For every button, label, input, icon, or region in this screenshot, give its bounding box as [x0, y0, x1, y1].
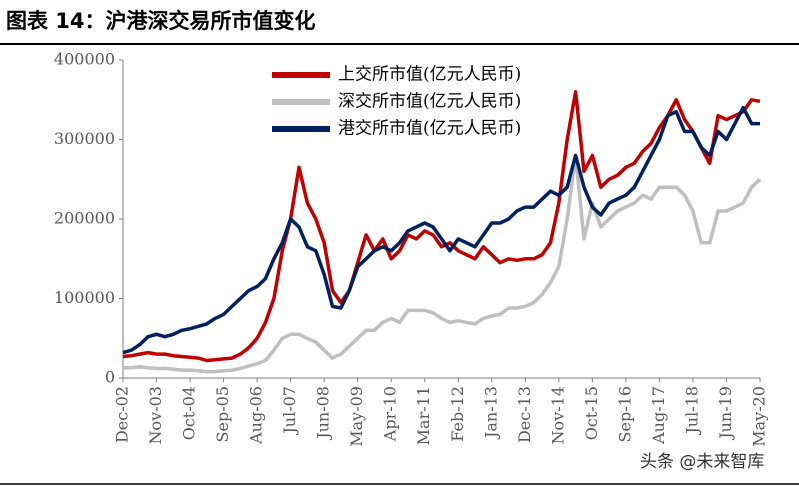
x-tick-label: Dec-02	[113, 386, 132, 443]
series-line	[122, 90, 761, 363]
legend-label: 上交所市值(亿元人民币)	[338, 65, 521, 85]
x-tick-label: Apr-10	[381, 386, 400, 442]
x-tick-label: Mar-11	[414, 386, 433, 445]
x-tick-label: Aug-06	[247, 386, 266, 445]
series-line	[123, 153, 762, 374]
legend-label: 港交所市值(亿元人民币)	[338, 119, 521, 139]
x-tick-label: Sep-16	[615, 386, 634, 442]
y-tick-label: 200000	[54, 209, 115, 228]
x-tick-label: Jun-08	[314, 386, 333, 441]
x-tick-label: Oct-04	[180, 386, 199, 440]
x-tick-label: Nov-14	[548, 386, 567, 444]
legend-label: 深交所市值(亿元人民币)	[338, 92, 521, 112]
x-tick-label: Jun-19	[716, 386, 735, 441]
x-tick-label: Jan-13	[481, 386, 500, 440]
x-tick-label: Jul-18	[682, 386, 701, 436]
watermark: 头条 @未来智库	[640, 452, 764, 472]
x-tick-label: May-09	[347, 386, 366, 447]
y-tick-label: 300000	[54, 129, 115, 148]
x-tick-label: Sep-05	[213, 386, 232, 442]
x-tick-label: Dec-13	[515, 386, 534, 443]
x-tick-label: Nov-03	[146, 386, 165, 444]
y-tick-label: 400000	[54, 50, 115, 69]
y-tick-label: 100000	[54, 288, 115, 307]
x-tick-label: Oct-15	[582, 386, 601, 440]
x-tick-label: Feb-12	[448, 386, 467, 442]
series-line	[122, 105, 760, 355]
x-tick-label: Jul-07	[280, 386, 299, 436]
y-tick-label: 0	[105, 368, 115, 387]
x-tick-label: Aug-17	[649, 386, 668, 445]
chart-title: 图表 14：沪港深交易所市值变化	[6, 9, 316, 33]
x-tick-label: May-20	[750, 386, 769, 447]
